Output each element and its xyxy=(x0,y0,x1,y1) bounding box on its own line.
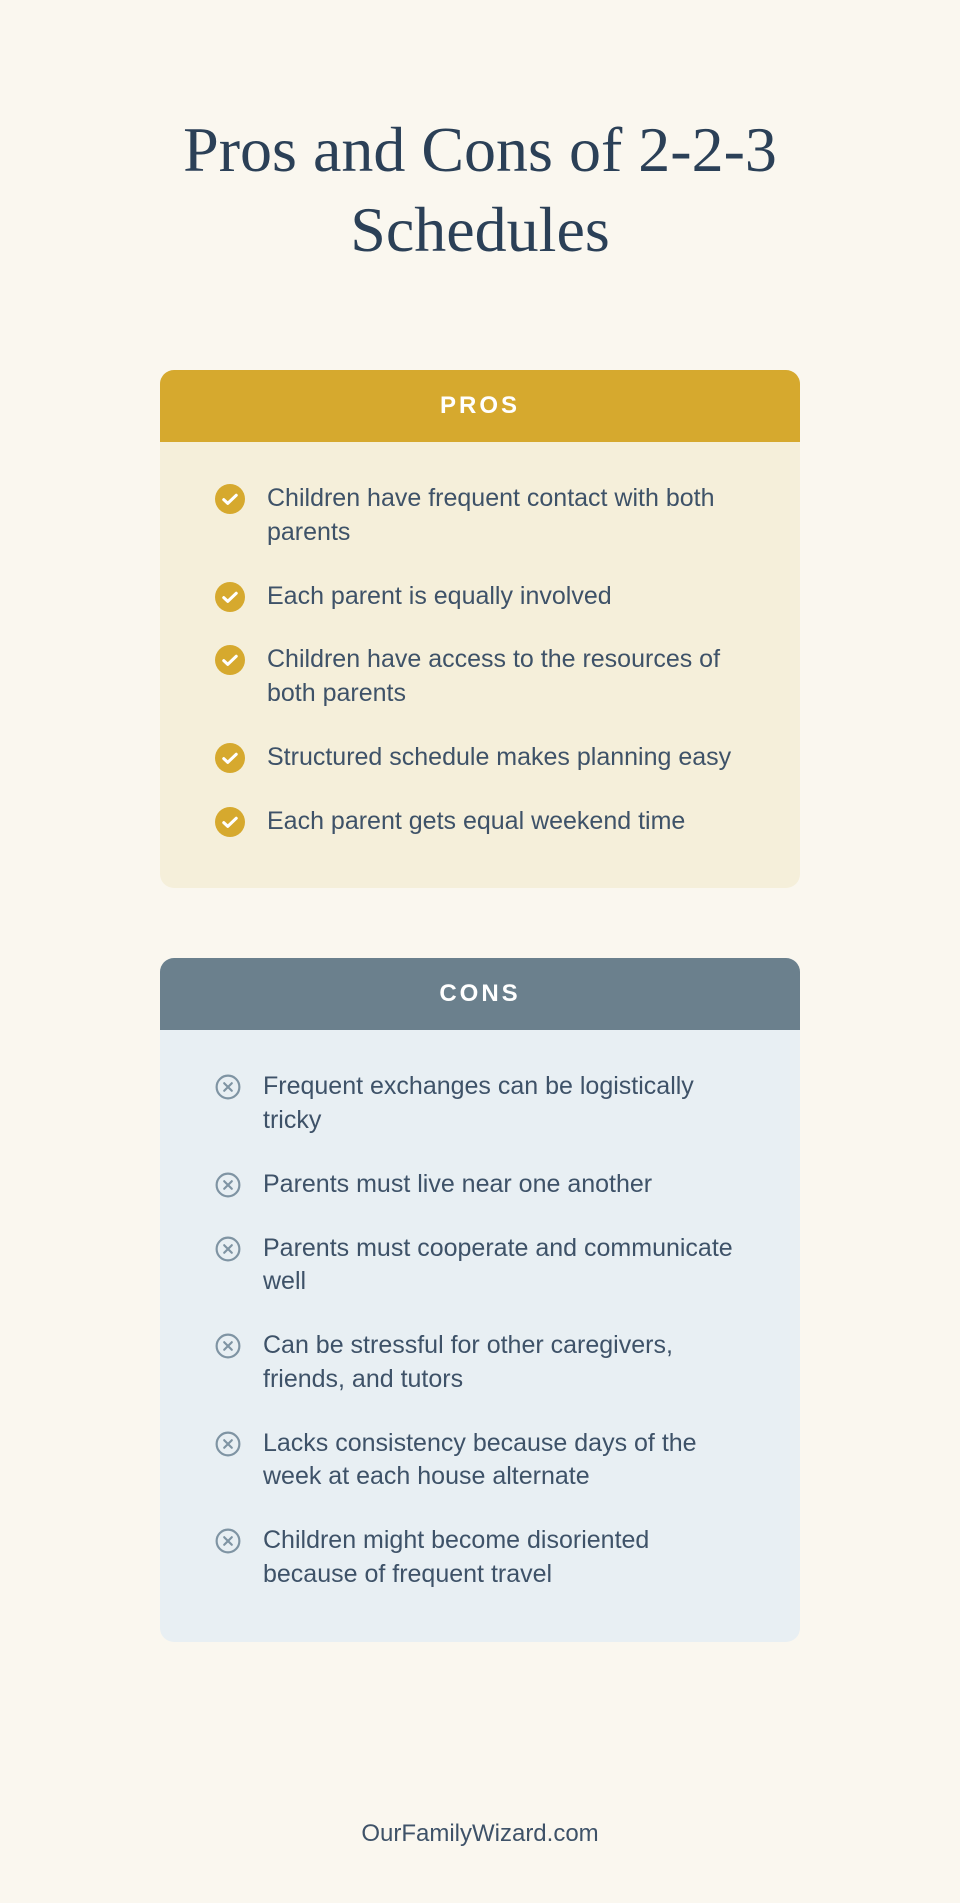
pros-item-text: Children have access to the resources of… xyxy=(267,643,745,711)
cons-card: CONS Frequent exchanges can be logistica… xyxy=(160,958,800,1641)
cons-item-text: Frequent exchanges can be logistically t… xyxy=(263,1070,745,1138)
cons-item: Children might become disoriented becaus… xyxy=(215,1524,745,1592)
cons-item-text: Lacks consistency because days of the we… xyxy=(263,1427,745,1495)
cons-item: Can be stressful for other caregivers, f… xyxy=(215,1329,745,1397)
cons-item-text: Parents must live near one another xyxy=(263,1168,652,1202)
cons-body: Frequent exchanges can be logistically t… xyxy=(160,1030,800,1641)
x-icon xyxy=(215,1236,241,1262)
pros-item-text: Each parent is equally involved xyxy=(267,580,612,614)
pros-item: Children have frequent contact with both… xyxy=(215,482,745,550)
x-icon xyxy=(215,1333,241,1359)
footer-credit: OurFamilyWizard.com xyxy=(0,1820,960,1848)
pros-item-text: Structured schedule makes planning easy xyxy=(267,741,731,775)
x-icon xyxy=(215,1431,241,1457)
cons-item: Frequent exchanges can be logistically t… xyxy=(215,1070,745,1138)
x-icon xyxy=(215,1074,241,1100)
pros-item-text: Children have frequent contact with both… xyxy=(267,482,745,550)
x-icon xyxy=(215,1528,241,1554)
check-icon xyxy=(215,582,245,612)
cons-item-text: Children might become disoriented becaus… xyxy=(263,1524,745,1592)
pros-header: PROS xyxy=(160,370,800,442)
pros-body: Children have frequent contact with both… xyxy=(160,442,800,888)
x-icon xyxy=(215,1172,241,1198)
page-title: Pros and Cons of 2-2-3 Schedules xyxy=(120,110,840,270)
pros-item-text: Each parent gets equal weekend time xyxy=(267,805,685,839)
pros-item: Each parent gets equal weekend time xyxy=(215,805,745,839)
pros-card: PROS Children have frequent contact with… xyxy=(160,370,800,888)
cons-header: CONS xyxy=(160,958,800,1030)
cons-item-text: Parents must cooperate and communicate w… xyxy=(263,1232,745,1300)
check-icon xyxy=(215,645,245,675)
check-icon xyxy=(215,807,245,837)
pros-item: Each parent is equally involved xyxy=(215,580,745,614)
check-icon xyxy=(215,484,245,514)
cons-item-text: Can be stressful for other caregivers, f… xyxy=(263,1329,745,1397)
pros-item: Structured schedule makes planning easy xyxy=(215,741,745,775)
check-icon xyxy=(215,743,245,773)
cons-item: Parents must cooperate and communicate w… xyxy=(215,1232,745,1300)
pros-item: Children have access to the resources of… xyxy=(215,643,745,711)
cons-item: Parents must live near one another xyxy=(215,1168,745,1202)
cons-item: Lacks consistency because days of the we… xyxy=(215,1427,745,1495)
